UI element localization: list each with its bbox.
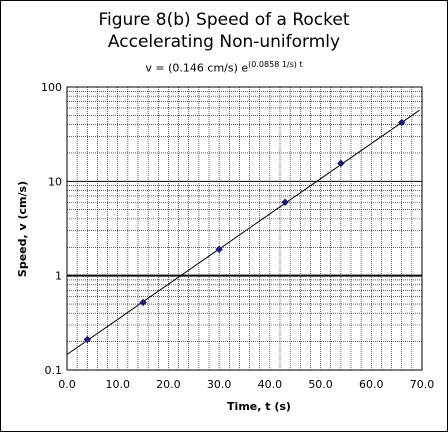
chart-title-line2: Accelerating Non-uniformly (107, 32, 341, 52)
y-tick-label: 10 (48, 175, 62, 188)
y-axis-label: Speed, v (cm/s) (16, 181, 29, 277)
x-tick-label: 40.0 (258, 378, 283, 391)
chart-title: Figure 8(b) Speed of a Rocket (98, 10, 350, 30)
data-point (139, 298, 147, 307)
data-point (215, 245, 223, 254)
x-axis-label: Time, t (s) (227, 400, 291, 413)
y-tick-label: 100 (41, 81, 62, 94)
tick-labels: 0.0 10.0 20.0 30.0 40.0 50.0 60.0 70.0 0.1 1 10 100 (41, 81, 434, 391)
x-tick-label: 20.0 (156, 378, 181, 391)
x-tick-label: 60.0 (359, 378, 384, 391)
grid (67, 87, 422, 370)
fit-equation: v = (0.146 cm/s) e(0.0858 1/s) t (0, 60, 448, 75)
fit-line (66, 109, 420, 355)
x-tick-label: 70.0 (410, 378, 435, 391)
x-tick-label: 30.0 (207, 378, 232, 391)
fit-equation-exponent: (0.0858 1/s) t (248, 60, 303, 69)
y-tick-label: 1 (55, 270, 62, 283)
data-point (83, 335, 91, 344)
x-tick-label: 10.0 (105, 378, 130, 391)
x-tick-label: 0.0 (58, 378, 76, 391)
x-tick-label: 50.0 (308, 378, 333, 391)
plot-area (66, 86, 423, 371)
fit-equation-base: v = (0.146 cm/s) e (145, 61, 249, 75)
data-point (281, 198, 289, 206)
y-tick-label: 0.1 (45, 364, 63, 377)
data-points (83, 118, 406, 344)
data-point (398, 118, 406, 127)
data-point (337, 159, 345, 168)
